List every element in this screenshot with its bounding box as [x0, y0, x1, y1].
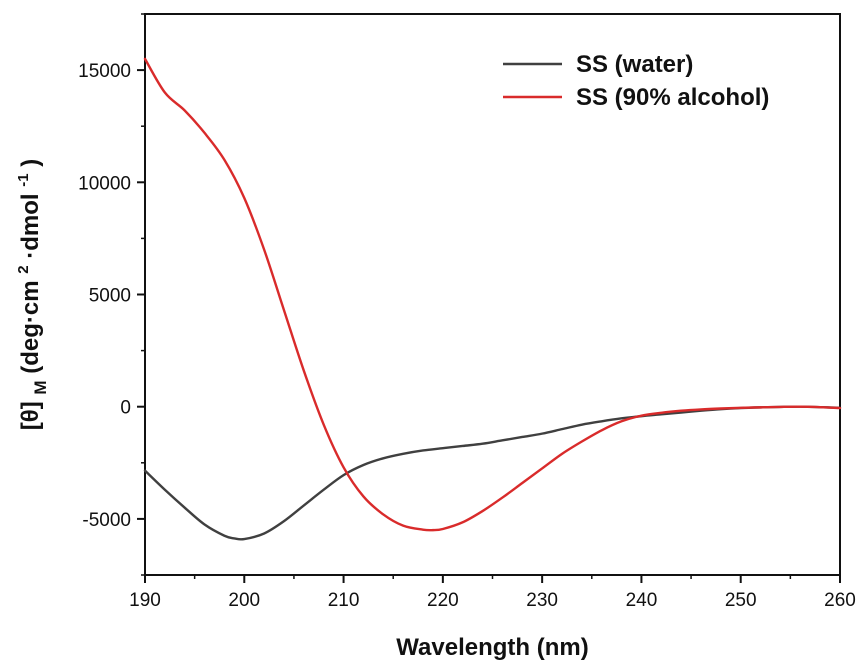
x-tick-label: 190 — [129, 590, 161, 611]
series-line-water — [143, 405, 842, 541]
y-tick-label: 0 — [120, 398, 131, 419]
y-tick-label: 15000 — [78, 61, 131, 82]
y-axis-title-base: [θ] — [17, 401, 44, 430]
x-tick-label: 250 — [725, 590, 757, 611]
y-axis-title: [θ] M (deg·cm 2 ·dmol -1 ) — [7, 159, 52, 431]
y-tick-label: -5000 — [82, 510, 131, 531]
series-layer — [143, 57, 842, 541]
y-axis-title-unit-open: (deg·cm — [17, 280, 44, 373]
x-tick-label: 260 — [824, 590, 856, 611]
y-axis-title-unit-close: ) — [17, 159, 44, 167]
legend: SS (water) SS (90% alcohol) — [503, 51, 769, 111]
y-axis-title-subscript: M — [31, 380, 50, 394]
series-line-alcohol — [143, 57, 842, 532]
x-tick-label: 230 — [526, 590, 558, 611]
x-tick-label: 210 — [328, 590, 360, 611]
y-axis-title-unit-mid: ·dmol — [17, 193, 44, 258]
y-tick-label: 5000 — [89, 286, 131, 307]
y-axis-title-superscript-dmol: -1 — [15, 173, 32, 186]
x-tick-label: 220 — [427, 590, 459, 611]
y-tick-label: 10000 — [78, 173, 131, 194]
ticks-layer: 190 200 210 220 230 240 250 260 -5000 0 5000 10000 1… — [78, 13, 856, 611]
legend-label: SS (water) — [576, 51, 693, 78]
x-axis-title: Wavelength (nm) — [396, 634, 588, 661]
legend-label: SS (90% alcohol) — [576, 84, 769, 111]
x-tick-label: 200 — [228, 590, 260, 611]
x-tick-label: 240 — [626, 590, 658, 611]
y-axis-title-superscript-cm: 2 — [15, 265, 32, 273]
